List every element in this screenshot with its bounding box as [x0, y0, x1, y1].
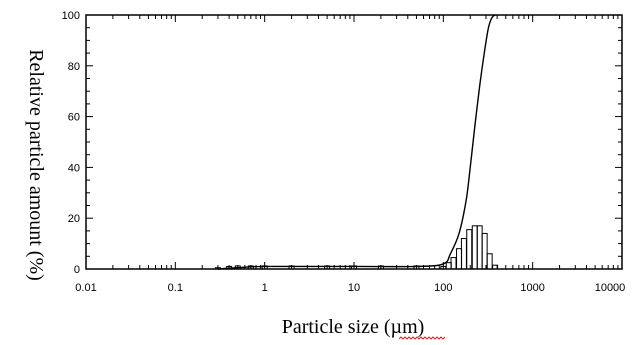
x-tick-label: 0.01 — [75, 282, 96, 294]
y-tick-label: 60 — [68, 112, 80, 124]
x-tick-label: 100 — [434, 282, 452, 294]
spellcheck-underline — [399, 336, 445, 340]
y-axis-ticks — [86, 14, 622, 270]
y-axis-title: Relative particle amount (%) — [25, 49, 47, 281]
x-tick-label: 10000 — [595, 282, 626, 294]
x-tick-label: 1000 — [520, 282, 544, 294]
y-axis-tick-labels: 0 20 40 60 80 100 — [62, 10, 80, 276]
cumulative-curve — [217, 14, 496, 270]
x-tick-label: 0.1 — [168, 282, 183, 294]
y-tick-label: 0 — [74, 264, 80, 276]
y-tick-label: 20 — [68, 213, 80, 225]
plot-area — [86, 15, 622, 269]
y-tick-label: 40 — [68, 162, 80, 174]
y-tick-label: 100 — [62, 10, 80, 22]
y-tick-label: 80 — [68, 61, 80, 73]
x-axis-title: Particle size (µm) — [282, 316, 425, 338]
x-axis-ticks — [85, 15, 623, 269]
x-tick-label: 1 — [262, 282, 268, 294]
x-tick-label: 10 — [348, 282, 360, 294]
x-axis-tick-labels: 0.01 0.1 1 10 100 1000 10000 — [75, 282, 625, 294]
